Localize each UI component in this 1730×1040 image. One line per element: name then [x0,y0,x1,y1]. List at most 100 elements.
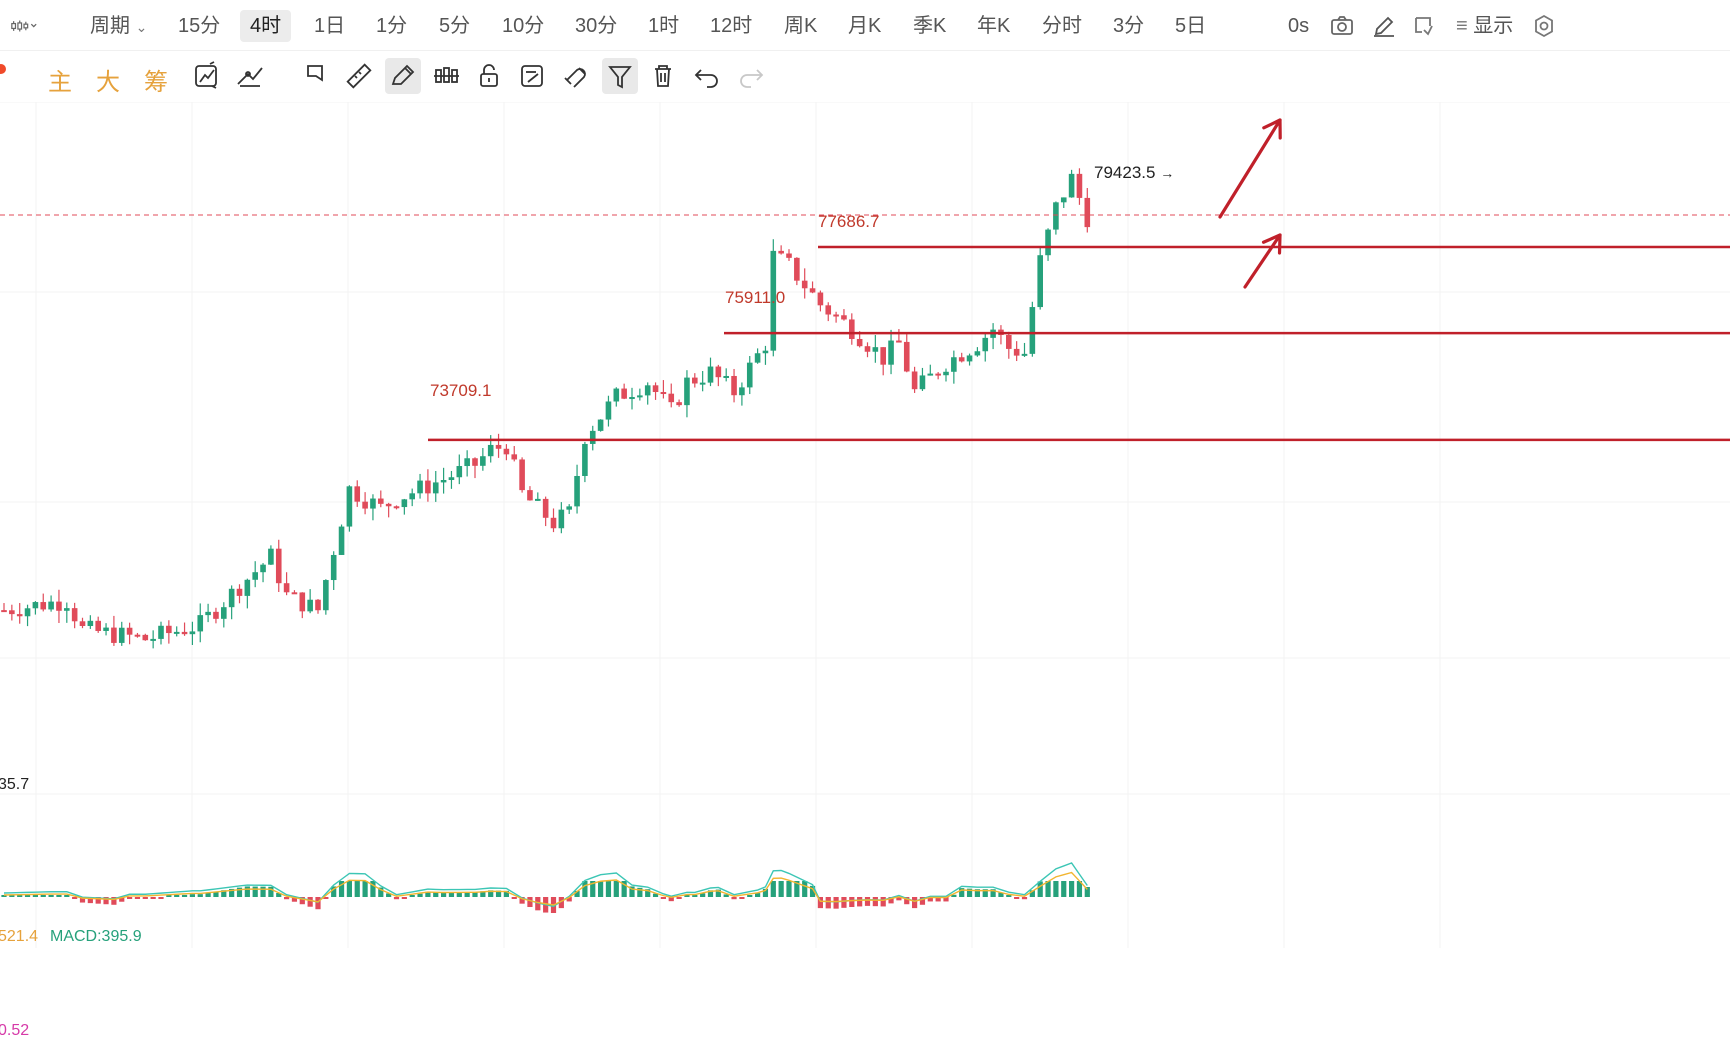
period-toolbar: 周期 ⌄ 15分 4时 1日 1分 5分 10分 30分 1时 12时 周K 月… [0,0,1730,51]
macd-bar [158,897,164,899]
tab-3min[interactable]: 3分 [1113,15,1145,37]
macd-bar [291,897,298,902]
live-dot [0,64,6,74]
candle-body [103,627,109,631]
macd-bar [229,888,235,897]
candle-body [393,506,400,509]
candle-body [896,340,902,343]
tab-weekly[interactable]: 周K [784,15,818,37]
kline-chart[interactable]: 77686.7 75911.0 73709.1 79423.5 → 35.7 5… [0,102,1730,1039]
period-dropdown[interactable]: 周期 ⌄ [80,10,157,42]
candle-body [1068,173,1075,198]
gear-icon[interactable] [1530,12,1558,40]
trash-icon[interactable] [645,58,681,94]
candle-body [739,387,745,396]
candle-body [503,448,510,455]
trend-signal-icon[interactable] [232,58,268,94]
macd-bar [64,895,70,897]
candle-body [558,509,565,529]
undo-icon[interactable] [689,58,725,94]
main-indicator-toggle[interactable]: 主 [48,68,72,96]
candle-body [134,634,141,637]
chip-distribution-toggle[interactable]: 筹 [144,68,168,96]
candle-body [542,498,549,518]
candle-body [409,493,415,500]
macd-bar [72,897,78,899]
layout-icon[interactable] [1410,12,1438,40]
tab-quarterly[interactable]: 季K [913,15,947,37]
candle-body [71,608,78,622]
candle-body [1029,307,1036,354]
candle-body [762,350,769,354]
macd-bar [40,895,46,897]
candle-body [1037,255,1043,308]
ruler-icon[interactable] [341,58,377,94]
macd-bar [503,890,509,897]
tab-30min[interactable]: 30分 [575,15,618,37]
level-label-73709: 73709.1 [430,381,492,400]
macd-bar [629,886,635,897]
tab-1min[interactable]: 1分 [376,15,408,37]
magnet-icon[interactable] [557,58,593,94]
tab-4h[interactable]: 4时 [240,10,292,42]
macd-bar [998,892,1004,897]
candle-body [111,627,117,643]
up-arrow-lower-head [1261,233,1282,255]
candle-body [236,588,243,596]
macd-bar [315,897,321,910]
macd-bar [103,897,109,905]
macd-bar [17,895,23,897]
macd-bar [731,897,737,900]
candle-body [213,611,219,619]
tab-intraday[interactable]: 分时 [1042,15,1082,37]
macd-bar [1061,881,1067,897]
macd-bar [1053,881,1059,897]
candlestick-chart-type-icon[interactable] [10,12,56,40]
macd-bar [660,897,666,899]
candle-body [1006,335,1012,349]
macd-bar [919,897,926,905]
candle-body [56,601,62,611]
macd-bar [425,891,431,897]
macd-bar [150,897,156,899]
tab-1h[interactable]: 1时 [648,15,680,37]
macd-bar [684,895,690,897]
big-order-toggle[interactable]: 大 [96,68,120,96]
tab-10min[interactable]: 10分 [502,15,545,37]
camera-icon[interactable] [1328,12,1356,40]
candle-body [158,625,164,639]
unlock-icon[interactable] [471,58,507,94]
auto-draw-icon[interactable] [188,58,224,94]
candle-body [205,611,211,616]
candle-body [181,631,188,635]
tab-monthly[interactable]: 月K [848,15,882,37]
tag-icon[interactable] [298,58,334,94]
candle-body [126,627,133,635]
tab-yearly[interactable]: 年K [977,15,1011,37]
tab-15min[interactable]: 15分 [178,15,221,37]
macd-bar [849,897,855,907]
candle-body [362,501,368,509]
tab-5day[interactable]: 5日 [1175,15,1207,37]
high-price-value: 79423.5 [1094,163,1156,182]
candle-body [589,430,596,444]
candle-body [448,477,455,481]
display-settings-button[interactable]: ≡ 显示 [1446,10,1523,42]
candle-body [48,601,54,610]
pencil-icon[interactable] [1370,12,1398,40]
tab-5min[interactable]: 5分 [439,15,471,37]
tab-12h[interactable]: 12时 [710,15,753,37]
candle-body [118,627,125,643]
kline-chart-canvas[interactable] [0,102,1730,948]
macd-bar [621,881,627,897]
tab-1d[interactable]: 1日 [314,15,346,37]
redo-icon[interactable] [733,58,769,94]
filter-icon[interactable] [602,58,638,94]
edit-note-icon[interactable] [514,58,550,94]
candle-body [535,498,541,501]
brush-icon[interactable] [385,58,421,94]
macd-bar [252,886,258,897]
macd-bar [174,895,180,897]
candle-pattern-icon[interactable] [428,58,464,94]
candle-body [872,347,879,352]
